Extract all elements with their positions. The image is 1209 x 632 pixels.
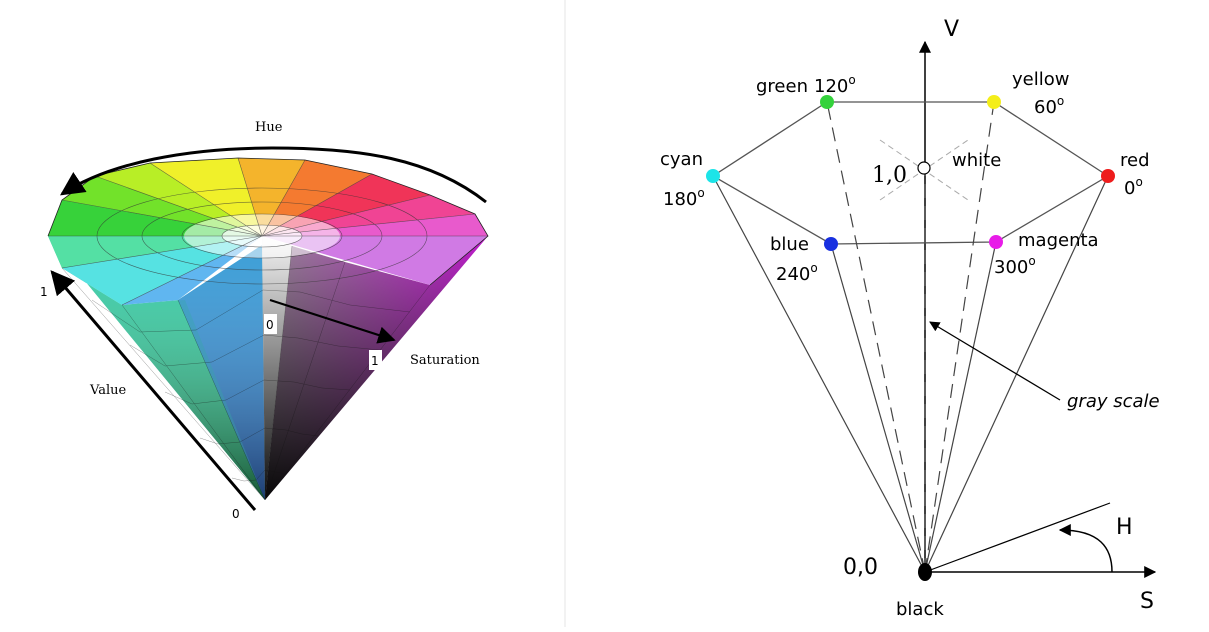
vertex-dot-cyan [706,169,720,183]
hue-label: Hue [255,120,283,135]
black-point [918,563,932,581]
saturation-one-tick: 1 [371,354,379,368]
value-bottom-tick: 0 [232,507,240,521]
vertex-name-cyan: cyan [660,149,703,170]
vertex-name-red: red [1120,150,1150,171]
vertex-dot-red [1101,169,1115,183]
white-label: white [952,150,1001,171]
h-angle-arc [1058,524,1113,573]
gray-scale-arrow [929,321,1061,401]
h-angle-label: H [1116,515,1133,540]
h-angle-line [924,502,1111,573]
saturation-arrow [269,298,396,344]
value-label: Value [89,383,126,398]
v-axis-label: V [944,17,959,42]
vertex-dot-yellow [987,95,1001,109]
vertex-dot-blue [824,237,838,251]
black-label: black [896,599,944,620]
value-arrow [50,270,257,511]
vertex-angle-blue: 240o [776,261,818,285]
hidden-edges [826,101,995,573]
white-coord-label: 1,0 [872,163,907,188]
vertex-dot-magenta [989,235,1003,249]
gray-scale-label: gray scale [1067,391,1160,412]
vertex-name-yellow: yellow [1012,69,1069,90]
vertex-angle-magenta: 300o [994,254,1036,278]
origin-label: 0,0 [843,555,878,580]
hue-arrow [60,146,487,204]
white-point [917,161,931,175]
vertex-angle-red: 0o [1124,175,1143,199]
vertex-name-blue: blue [770,234,809,255]
cone-gray-cut [262,236,292,500]
vertex-label-green: green 120o [756,73,856,97]
hsv-hexcone-diagram: V S H 1,0 white 0,0 [660,17,1160,620]
hue-wheel [47,157,489,306]
vertex-angle-cyan: 180o [663,186,705,210]
value-top-tick: 1 [40,285,48,299]
saturation-zero-tick: 0 [266,318,274,332]
saturation-label: Saturation [410,353,480,368]
vertex-dot-green [820,95,834,109]
vertex-angle-yellow: 60o [1034,94,1064,118]
hexagon-outline [711,101,1110,245]
hsv-cone-diagram: Hue Value 1 0 0 1 Saturation [40,120,489,521]
s-axis-label: S [1140,589,1154,614]
vertex-name-magenta: magenta [1018,230,1099,251]
